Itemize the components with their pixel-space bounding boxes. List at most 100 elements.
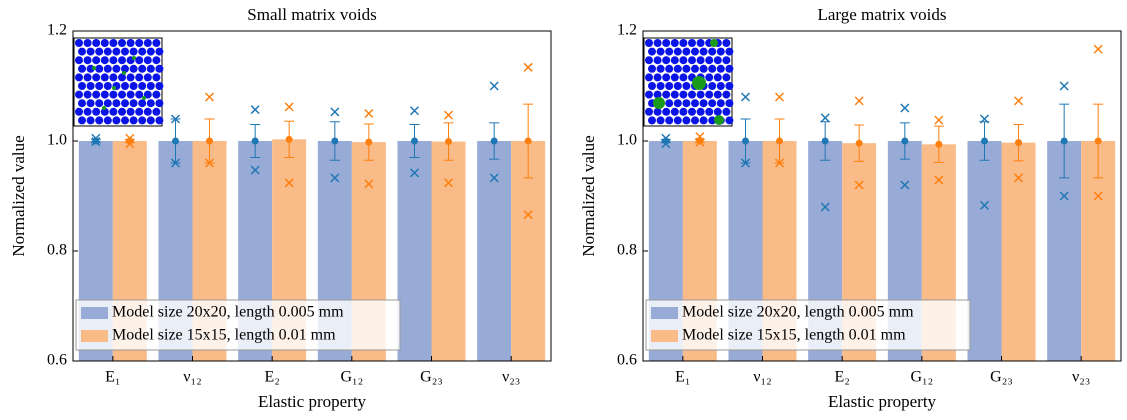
- fiber: [135, 56, 144, 65]
- fiber: [645, 107, 653, 116]
- fiber: [143, 73, 152, 82]
- fiber: [679, 39, 688, 47]
- fiber: [92, 73, 101, 82]
- fiber: [109, 39, 118, 47]
- fiber: [705, 90, 714, 99]
- fiber: [138, 99, 147, 108]
- fiber: [722, 73, 731, 82]
- fiber: [670, 73, 679, 82]
- fiber: [118, 39, 126, 47]
- y-axis-label: Normalized value: [579, 135, 598, 256]
- fiber: [688, 107, 696, 116]
- fiber: [155, 82, 164, 90]
- fiber: [112, 47, 121, 56]
- extreme-marker: [330, 107, 340, 117]
- fiber: [679, 56, 688, 65]
- fiber: [665, 82, 674, 90]
- fiber: [129, 47, 138, 56]
- fiber: [656, 64, 665, 73]
- mean-dot: [776, 137, 783, 145]
- fiber: [95, 47, 104, 56]
- fiber: [662, 39, 671, 47]
- fiber: [146, 116, 155, 125]
- fiber: [95, 82, 104, 90]
- fiber: [152, 107, 161, 116]
- fiber: [92, 56, 101, 65]
- extreme-marker: [820, 113, 830, 123]
- fiber: [725, 82, 734, 90]
- fiber: [696, 90, 705, 99]
- fiber: [143, 90, 152, 99]
- extreme-marker: [774, 158, 785, 168]
- fiber: [716, 99, 725, 108]
- extreme-marker: [1093, 44, 1103, 54]
- x-tick-label: ν₁₂: [183, 369, 201, 386]
- extreme-marker: [489, 81, 499, 91]
- fiber: [86, 47, 95, 56]
- mean-dot: [742, 137, 749, 145]
- fiber: [83, 90, 92, 99]
- legend-swatch: [651, 330, 678, 342]
- fiber: [152, 39, 161, 47]
- fiber: [682, 64, 691, 73]
- void: [102, 106, 106, 110]
- extreme-marker: [900, 103, 910, 113]
- fiber: [656, 47, 665, 56]
- extreme-marker: [740, 92, 751, 102]
- fiber: [109, 56, 118, 65]
- mean-dot: [411, 137, 418, 145]
- extreme-marker: [979, 114, 990, 124]
- extreme-marker: [284, 178, 294, 188]
- void: [92, 66, 96, 70]
- void: [653, 97, 665, 109]
- fiber: [682, 99, 691, 108]
- legend-label: Model size 15x15, length 0.01 mm: [112, 327, 336, 344]
- bar: [1001, 142, 1036, 361]
- fiber: [143, 107, 152, 116]
- mean-dot: [1060, 137, 1068, 145]
- x-tick-label: ν₂₃: [1072, 369, 1090, 386]
- fiber: [109, 73, 118, 82]
- fiber: [152, 56, 161, 65]
- fiber: [118, 107, 126, 116]
- void: [710, 39, 718, 47]
- extreme-marker: [330, 173, 340, 183]
- fiber: [92, 39, 101, 47]
- mean-dot: [935, 140, 943, 148]
- fiber: [112, 99, 121, 108]
- legend-label: Model size 15x15, length 0.01 mm: [682, 327, 906, 344]
- fiber: [696, 56, 705, 65]
- extreme-marker: [489, 173, 499, 183]
- fiber: [86, 116, 95, 125]
- extreme-marker: [979, 200, 990, 210]
- fiber: [653, 73, 662, 82]
- fiber: [78, 47, 86, 56]
- fiber: [665, 99, 674, 108]
- x-tick-label: G₂₃: [420, 369, 443, 386]
- mean-dot: [901, 137, 909, 145]
- x-tick-label: E₁: [675, 369, 690, 386]
- fiber: [705, 56, 714, 65]
- fiber: [670, 107, 679, 116]
- fiber: [691, 99, 699, 108]
- mean-dot: [251, 137, 259, 145]
- fiber: [691, 47, 699, 56]
- fiber: [722, 39, 731, 47]
- fiber: [653, 107, 662, 116]
- legend-box: [75, 299, 401, 351]
- fiber: [688, 90, 696, 99]
- fiber: [129, 64, 138, 73]
- fiber: [708, 82, 717, 90]
- fiber: [109, 90, 118, 99]
- bar: [477, 141, 512, 361]
- void: [142, 96, 146, 100]
- extreme-marker: [1059, 81, 1069, 91]
- extreme-marker: [523, 62, 533, 72]
- fiber: [155, 64, 164, 73]
- legend-swatch: [81, 330, 108, 342]
- fiber: [95, 116, 104, 125]
- x-tick-label: E₁: [105, 369, 120, 386]
- fiber: [146, 82, 155, 90]
- fiber: [100, 39, 109, 47]
